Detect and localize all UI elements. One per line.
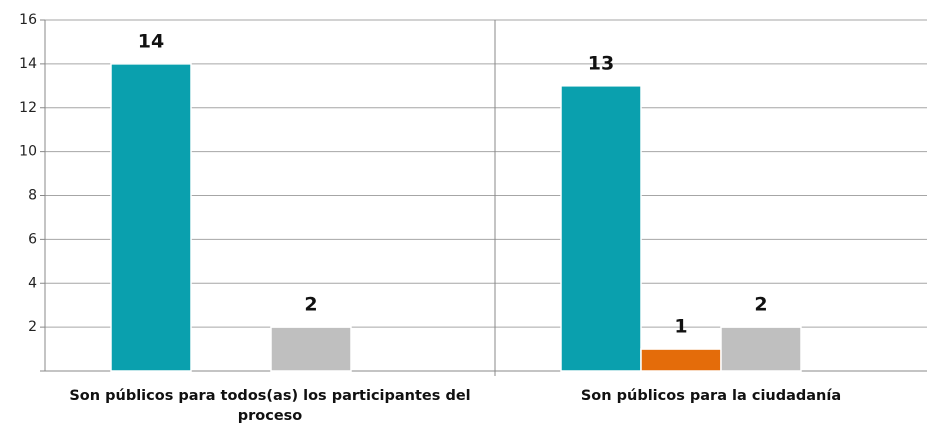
data-label: 2	[304, 294, 317, 316]
data-label: 13	[588, 52, 614, 74]
x-tick-label: Son públicos para todos(as) los particip…	[69, 388, 471, 424]
y-tick-label: 16	[19, 12, 37, 28]
bar	[270, 326, 352, 372]
y-tick-label: 2	[28, 319, 37, 335]
y-tick-label: 12	[19, 100, 37, 116]
y-tick-label: 6	[28, 231, 37, 247]
x-tick-label: Son públicos para la ciudadanía	[580, 388, 842, 404]
data-label: 1	[674, 316, 687, 338]
y-tick-label: 8	[28, 188, 37, 204]
bar	[110, 63, 192, 372]
data-label: 14	[138, 30, 164, 52]
y-tick-label: 10	[19, 144, 37, 160]
bar	[640, 348, 722, 372]
bar	[720, 326, 802, 372]
bar	[560, 85, 642, 372]
y-tick-label: 4	[28, 275, 37, 291]
data-label: 2	[754, 294, 767, 316]
y-tick-label: 14	[19, 56, 37, 72]
